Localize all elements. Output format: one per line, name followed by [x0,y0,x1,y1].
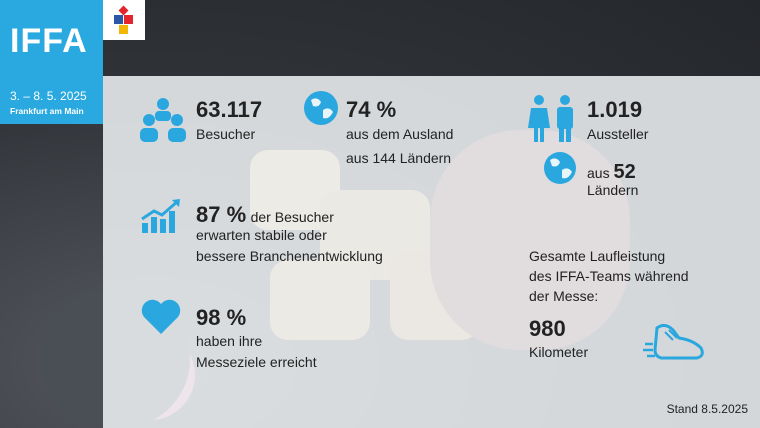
exhibitors-value: 1.019 [587,97,643,122]
abroad-label: aus dem Ausland [346,126,454,142]
event-banner: IFFA 3. – 8. 5. 2025 Frankfurt am Main [0,0,103,124]
event-logo-text: IFFA [10,22,88,60]
running-shoe-icon [643,323,704,360]
visitors-label: Besucher [196,126,256,142]
abroad-value: 74 % [346,97,397,122]
exhibitor-countries-value: 52 [613,161,636,183]
event-city: Frankfurt am Main [10,106,84,116]
trend-chart-icon [141,199,180,233]
outlook-value: 87 % [196,202,247,227]
goals-line1: haben ihre [196,333,263,349]
outlook-line2: erwarten stabile oder [196,227,327,243]
outlook-line1: 87 % der Besucher [196,202,334,228]
distance-line2: des IFFA-Teams während [529,268,689,284]
people-icon [140,98,186,142]
stats-panel [103,76,760,428]
exhibitors-label: Aussteller [587,126,649,142]
distance-unit: Kilometer [529,344,589,360]
exhibitors-icon [528,95,573,142]
distance-line1: Gesamte Laufleistung [529,248,666,264]
messe-logo [103,0,145,40]
outlook-line3: bessere Branchenentwicklung [196,248,383,264]
messe-logo-icon [114,5,133,34]
heart-icon [141,299,181,334]
goals-value: 98 % [196,305,247,330]
globe-icon [304,91,338,125]
goals-line2: Messeziele erreicht [196,354,317,370]
exhibitor-countries-prefix: aus [587,165,610,181]
countries-label: aus 144 Ländern [346,150,452,166]
globe-icon [544,152,576,184]
distance-line3: der Messe: [529,288,599,304]
exhibitor-countries: aus 52 [587,161,636,184]
visitors-value: 63.117 [196,97,263,122]
distance-value: 980 [529,316,566,341]
outlook-suffix: der Besucher [250,209,334,225]
exhibitor-countries-label: Ländern [587,182,639,198]
stand-date: Stand 8.5.2025 [666,402,748,416]
event-dates: 3. – 8. 5. 2025 [10,89,87,103]
